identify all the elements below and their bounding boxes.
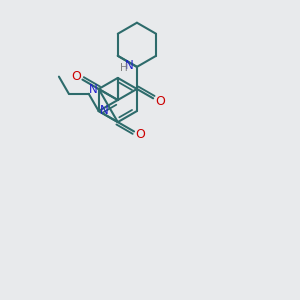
Text: O: O [72,70,82,83]
Text: O: O [155,94,165,108]
Text: N: N [124,59,133,72]
Text: N: N [100,103,109,117]
Text: H: H [119,63,127,73]
Text: O: O [135,128,145,141]
Text: N: N [89,83,98,96]
